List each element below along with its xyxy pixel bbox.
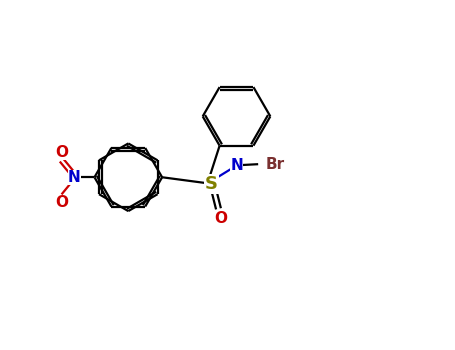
Text: N: N (230, 158, 243, 173)
Text: O: O (214, 211, 227, 226)
Text: N: N (68, 170, 81, 185)
Text: O: O (55, 145, 68, 160)
Text: S: S (205, 175, 218, 193)
Text: O: O (55, 195, 68, 210)
Text: Br: Br (266, 157, 285, 172)
